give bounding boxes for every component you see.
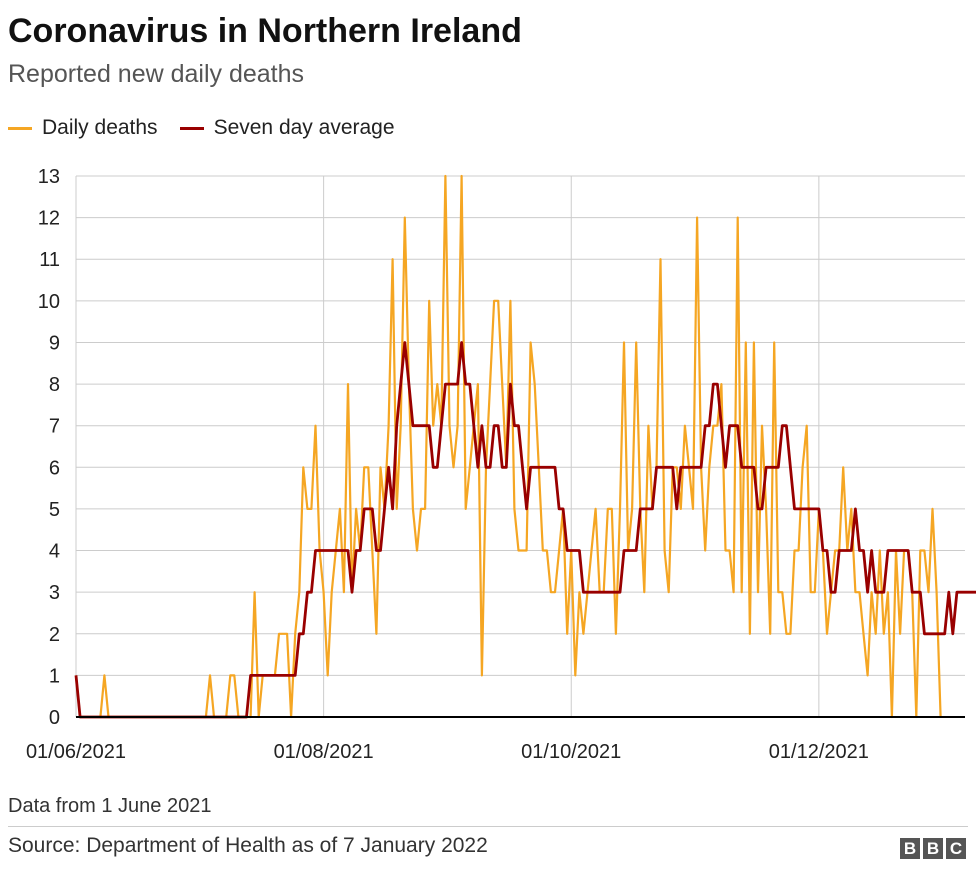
y-tick-label: 12: [38, 208, 60, 230]
y-tick-label: 9: [49, 332, 60, 354]
y-tick-label: 10: [38, 291, 60, 313]
legend-swatch-average: [179, 126, 204, 130]
y-tick-label: 0: [49, 707, 60, 729]
chart-title: Coronavirus in Northern Ireland: [8, 12, 522, 50]
y-tick-label: 11: [39, 249, 60, 271]
source-text: Source: Department of Health as of 7 Jan…: [8, 834, 488, 857]
data-note: Data from 1 June 2021: [8, 795, 212, 817]
x-tick-label: 01/06/2021: [26, 741, 126, 763]
x-tick-label: 01/08/2021: [274, 741, 374, 763]
y-tick-label: 5: [49, 499, 60, 521]
footer-divider: [8, 826, 968, 827]
y-tick-label: 3: [49, 582, 60, 604]
chart-subtitle: Reported new daily deaths: [8, 60, 305, 88]
chart-legend: Daily deaths Seven day average: [8, 116, 417, 140]
legend-label-daily: Daily deaths: [42, 116, 158, 139]
y-tick-label: 1: [49, 665, 60, 687]
y-tick-label: 6: [49, 457, 60, 479]
y-tick-label: 8: [49, 374, 60, 396]
y-tick-label: 13: [38, 166, 60, 188]
x-tick-label: 01/10/2021: [521, 741, 621, 763]
y-tick-label: 7: [49, 416, 60, 438]
bbc-logo: B B C: [897, 838, 966, 859]
y-tick-label: 2: [49, 624, 60, 646]
bbc-logo-letter: C: [946, 838, 966, 859]
x-tick-label: 01/12/2021: [769, 741, 869, 763]
legend-item-daily: Daily deaths: [8, 116, 158, 140]
bbc-logo-letter: B: [900, 838, 920, 859]
legend-label-average: Seven day average: [213, 116, 395, 139]
legend-swatch-daily: [8, 126, 32, 130]
y-tick-label: 4: [49, 541, 60, 563]
bbc-logo-letter: B: [923, 838, 943, 859]
legend-item-average: Seven day average: [179, 116, 395, 140]
